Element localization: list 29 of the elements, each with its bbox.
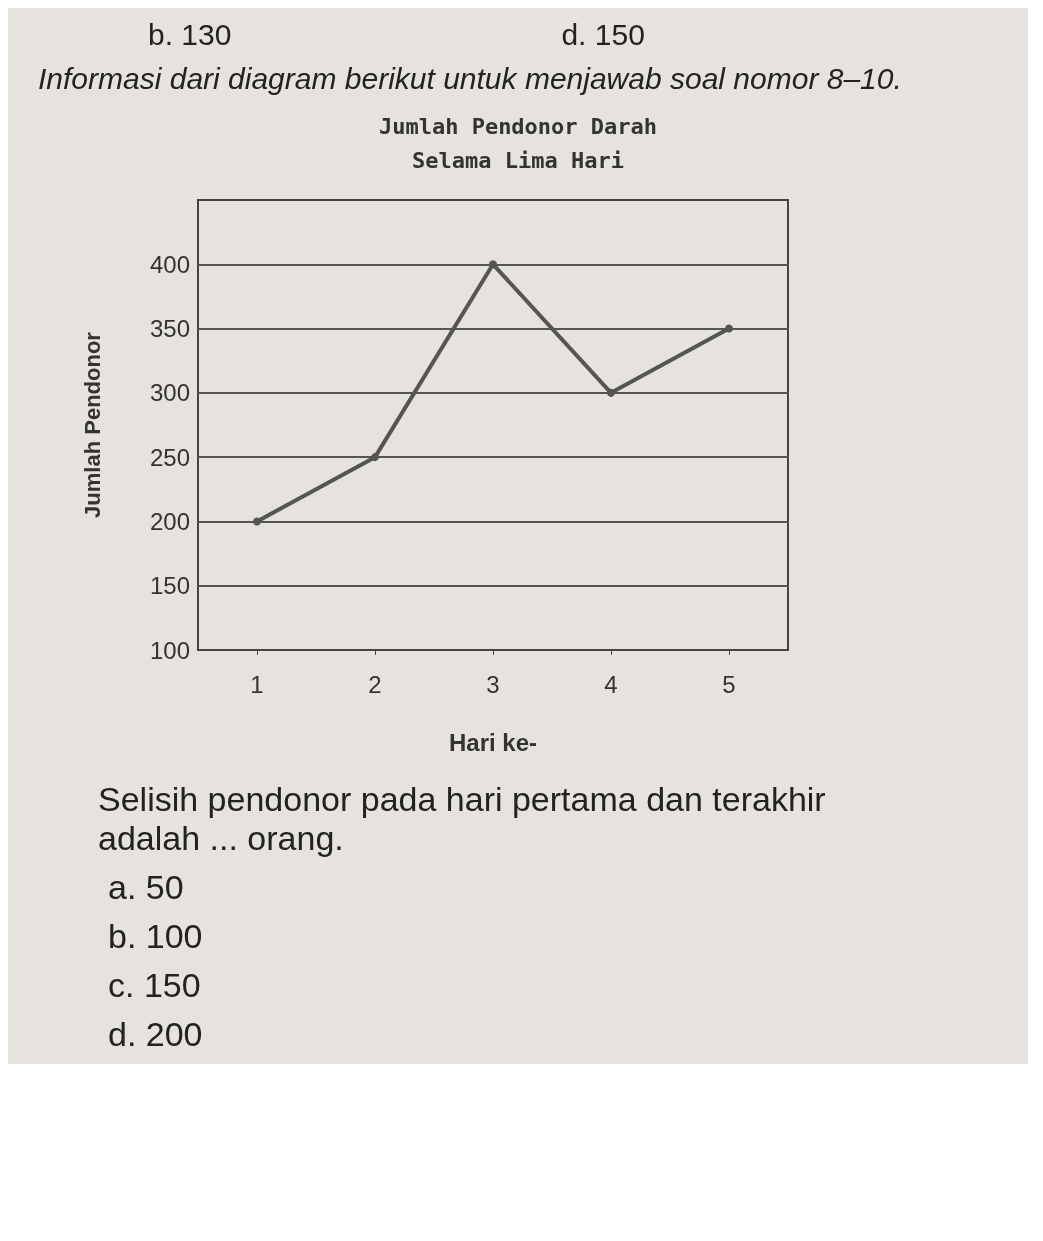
y-tick-label: 350 xyxy=(149,315,190,343)
text: d. 200 xyxy=(107,1015,204,1054)
y-tick-label: 300 xyxy=(149,379,190,407)
y-tick-label: 200 xyxy=(149,507,190,535)
text: b. 130 xyxy=(148,18,232,51)
y-tick-label: 100 xyxy=(149,636,190,664)
y-tick-label: 400 xyxy=(149,250,190,278)
text: Informasi dari diagram berikut untuk menjawab soal nomor 8–10. xyxy=(38,62,903,96)
y-axis-title: Jumlah Pendonor xyxy=(79,331,105,518)
text: c. 150 xyxy=(107,966,202,1005)
text: d. 150 xyxy=(561,18,645,51)
x-tick-label: 3 xyxy=(486,670,500,698)
x-tick-label: 5 xyxy=(722,670,736,698)
x-tick-label: 2 xyxy=(368,670,382,698)
point xyxy=(489,260,497,269)
point xyxy=(725,324,733,333)
y-tick-label: 250 xyxy=(149,443,190,471)
point xyxy=(253,517,261,526)
chart-title: Jumlah Pendonor Darah xyxy=(378,113,658,139)
point xyxy=(371,453,379,462)
text: b. 100 xyxy=(107,917,204,956)
chart-subtitle: Selama Lima Hari xyxy=(412,147,624,173)
x-tick-label: 4 xyxy=(604,670,618,698)
point xyxy=(607,388,615,397)
x-tick-label: 1 xyxy=(250,670,264,698)
x-axis-title: Hari ke- xyxy=(448,728,538,756)
text: a. 50 xyxy=(107,868,185,907)
y-tick-label: 150 xyxy=(149,572,190,600)
text: Selisih pendonor pada hari pertama dan terakhir adalah ... orang. xyxy=(98,780,827,858)
